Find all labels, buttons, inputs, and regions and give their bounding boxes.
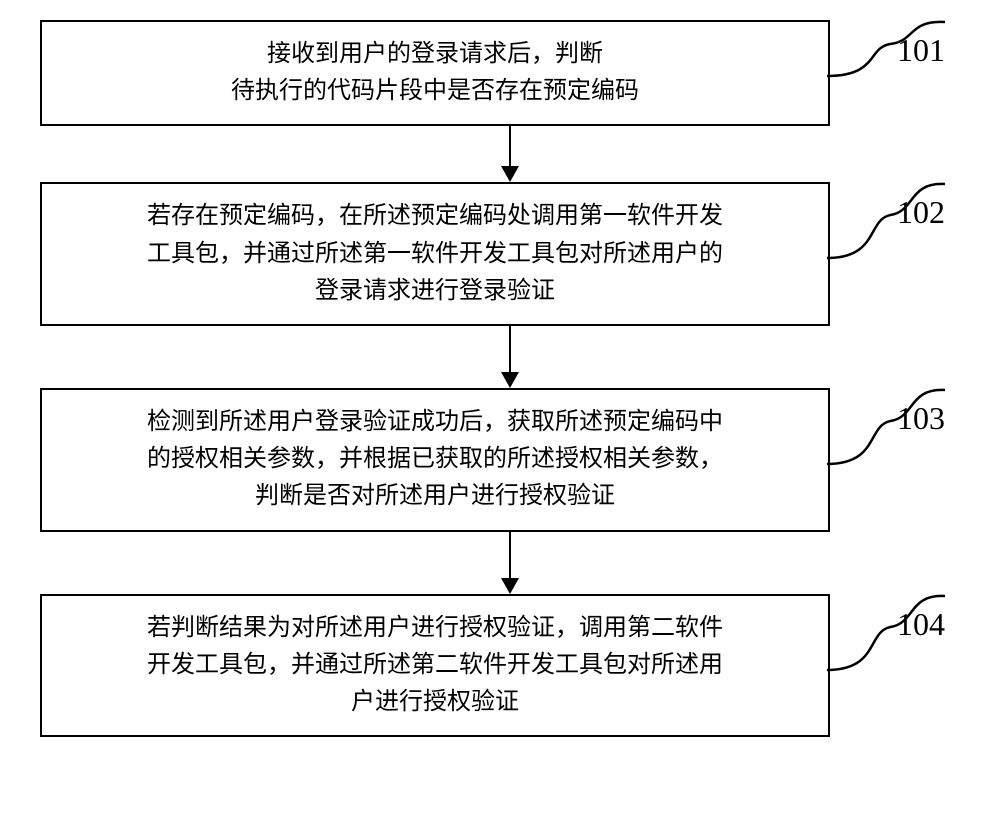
flow-box-line: 判断是否对所述用户进行授权验证 [255,483,615,509]
flow-box-line: 检测到所述用户登录验证成功后，获取所述预定编码中 [147,409,723,435]
flow-step: 若存在预定编码，在所述预定编码处调用第一软件开发工具包，并通过所述第一软件开发工… [20,182,980,326]
arrow-shaft [509,326,511,372]
flow-box-line: 待执行的代码片段中是否存在预定编码 [231,78,639,104]
flow-step: 接收到用户的登录请求后，判断待执行的代码片段中是否存在预定编码 101 [20,20,980,126]
flow-step: 若判断结果为对所述用户进行授权验证，调用第二软件开发工具包，并通过所述第二软件开… [20,594,980,738]
flow-box-line: 工具包，并通过所述第一软件开发工具包对所述用户的 [147,241,723,267]
flow-box: 接收到用户的登录请求后，判断待执行的代码片段中是否存在预定编码 [40,20,830,126]
flow-box-line: 接收到用户的登录请求后，判断 [267,41,603,67]
flowchart-container: 接收到用户的登录请求后，判断待执行的代码片段中是否存在预定编码 101 若存在预定编… [20,20,980,737]
flow-box-line: 的授权相关参数，并根据已获取的所述授权相关参数， [147,446,723,472]
flow-step: 检测到所述用户登录验证成功后，获取所述预定编码中的授权相关参数，并根据已获取的所… [20,388,980,532]
step-number-label: 104 [897,606,945,643]
flow-box-line: 若存在预定编码，在所述预定编码处调用第一软件开发 [147,203,723,229]
arrow-head-icon [501,372,519,388]
flow-box: 检测到所述用户登录验证成功后，获取所述预定编码中的授权相关参数，并根据已获取的所… [40,388,830,532]
flow-arrow [115,532,905,594]
step-number-label: 103 [897,400,945,437]
flow-box-line: 开发工具包，并通过所述第二软件开发工具包对所述用 [147,652,723,678]
flow-box-line: 登录请求进行登录验证 [315,278,555,304]
step-number-label: 102 [897,194,945,231]
arrow-head-icon [501,166,519,182]
flow-box-line: 若判断结果为对所述用户进行授权验证，调用第二软件 [147,615,723,641]
arrow-shaft [509,532,511,578]
flow-arrow [115,126,905,182]
flow-arrow [115,326,905,388]
flow-box: 若判断结果为对所述用户进行授权验证，调用第二软件开发工具包，并通过所述第二软件开… [40,594,830,738]
flow-box: 若存在预定编码，在所述预定编码处调用第一软件开发工具包，并通过所述第一软件开发工… [40,182,830,326]
step-number-label: 101 [897,32,945,69]
flow-box-line: 户进行授权验证 [351,689,519,715]
arrow-shaft [509,126,511,166]
arrow-head-icon [501,578,519,594]
